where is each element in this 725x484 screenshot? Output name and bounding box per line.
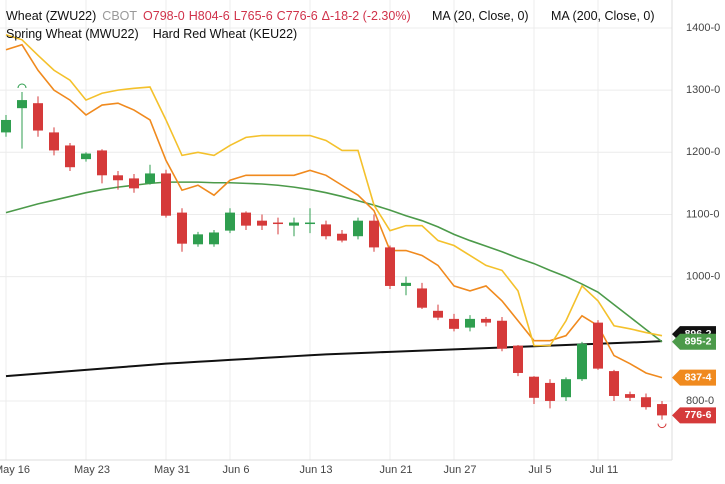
candle-body [257, 220, 267, 226]
candle-body [33, 103, 43, 131]
candle-body [81, 153, 91, 160]
price-line [5, 34, 663, 347]
candle-body [305, 222, 315, 225]
x-tick-label: Jul 5 [528, 464, 551, 476]
candle-body [433, 310, 443, 318]
price-badge [672, 369, 716, 386]
x-tick-label: Jun 27 [443, 464, 476, 476]
price-badge [672, 333, 716, 350]
candle-body [561, 379, 571, 398]
candle-body [449, 318, 459, 329]
stat: L765-6 [233, 9, 273, 23]
candle-body [65, 145, 75, 168]
candle-body [145, 173, 155, 184]
x-tick-label: Jun 13 [299, 464, 332, 476]
candle-body [49, 132, 59, 151]
price-badge-label: 895-2 [685, 336, 712, 348]
stat: C776-6 [276, 9, 318, 23]
y-tick-label: 1400-0 [686, 22, 720, 34]
y-tick-label: 1300-0 [686, 84, 720, 96]
candle-body [97, 150, 107, 176]
symbol-title: Wheat (ZWU22) [6, 9, 97, 23]
candle-body [545, 382, 555, 401]
price-line [5, 43, 663, 379]
candle-body [177, 212, 187, 244]
candle-body [241, 212, 251, 226]
price-badge-label: 776-6 [685, 409, 712, 421]
candle-body [369, 220, 379, 248]
candle-body [337, 233, 347, 241]
candle-body [113, 175, 123, 181]
y-tick-label: 1100-0 [686, 208, 719, 220]
candle-body [161, 173, 171, 216]
stat: H804-6 [188, 9, 230, 23]
legend: Spring Wheat (MWU22) Hard Red Wheat (KEU2… [6, 27, 311, 41]
header: Wheat (ZWU22) CBOT O798-0 H804-6 L765-6 C776-… [6, 9, 421, 23]
candle-body [193, 234, 203, 245]
legend-entry: Spring Wheat (MWU22) [6, 27, 139, 41]
candle-body [481, 318, 491, 323]
candle-body [129, 178, 139, 189]
candle-body [401, 282, 411, 286]
candle-body [657, 404, 667, 416]
candle-body [529, 376, 539, 398]
y-tick-label: 800-0 [686, 395, 714, 407]
marker [657, 423, 667, 429]
candle-body [625, 394, 635, 398]
price-line [5, 181, 663, 343]
candle-body [289, 222, 299, 226]
stat: O798-0 [143, 9, 185, 23]
x-tick-label: May 16 [0, 464, 30, 476]
candle-body [465, 318, 475, 328]
x-tick-label: Jun 21 [379, 464, 412, 476]
candle-body [417, 288, 427, 308]
candle-body [225, 212, 235, 231]
candle-body [17, 100, 27, 109]
marker [17, 83, 27, 89]
price-badge [672, 407, 716, 424]
candle-body [353, 220, 363, 237]
price-line [5, 340, 663, 378]
exchange: CBOT [102, 9, 138, 23]
y-tick-label: 1200-0 [686, 146, 720, 158]
candle-body [513, 345, 523, 373]
ma-label: MA (20, Close, 0) [432, 9, 529, 23]
ma-label: MA (200, Close, 0) [551, 9, 655, 23]
x-tick-label: Jul 11 [590, 464, 619, 476]
y-tick-label: 1000-0 [686, 271, 720, 283]
candle-body [497, 320, 507, 349]
x-tick-label: Jun 6 [223, 464, 250, 476]
x-tick-label: May 31 [154, 464, 190, 476]
candle-body [577, 343, 587, 380]
candle-body [321, 224, 331, 237]
candle-body [593, 322, 603, 369]
price-badge-label: 837-4 [685, 371, 712, 383]
candle-body [1, 119, 11, 133]
candle-body [641, 397, 651, 408]
stat: Δ-18-2 (-2.30%) [321, 9, 411, 23]
candle-body [609, 371, 619, 396]
candle-body [209, 232, 219, 245]
candle-body [385, 247, 395, 286]
candle-body [273, 222, 283, 225]
stats: O798-0 H804-6 L765-6 C776-6 Δ-18-2 (-2.30%) [143, 9, 415, 23]
x-tick-label: May 23 [74, 464, 110, 476]
legend-entry: Hard Red Wheat (KEU22) [152, 27, 298, 41]
